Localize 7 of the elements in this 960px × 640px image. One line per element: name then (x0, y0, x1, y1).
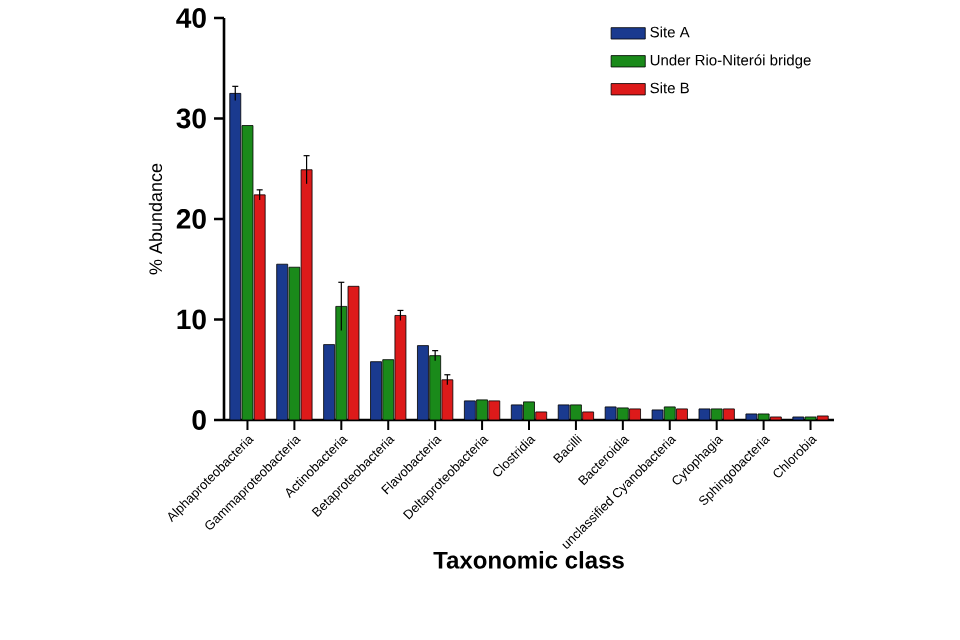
y-tick-label: 0 (192, 410, 206, 430)
y-tick-label: 10 (177, 309, 206, 330)
y-tick-label: 30 (176, 108, 206, 129)
x-axis-title: Taxonomic class (433, 551, 624, 569)
y-tick-label: 40 (176, 8, 206, 28)
y-tick-label: 20 (176, 209, 206, 229)
y-axis-title: % Abundance (148, 163, 163, 275)
